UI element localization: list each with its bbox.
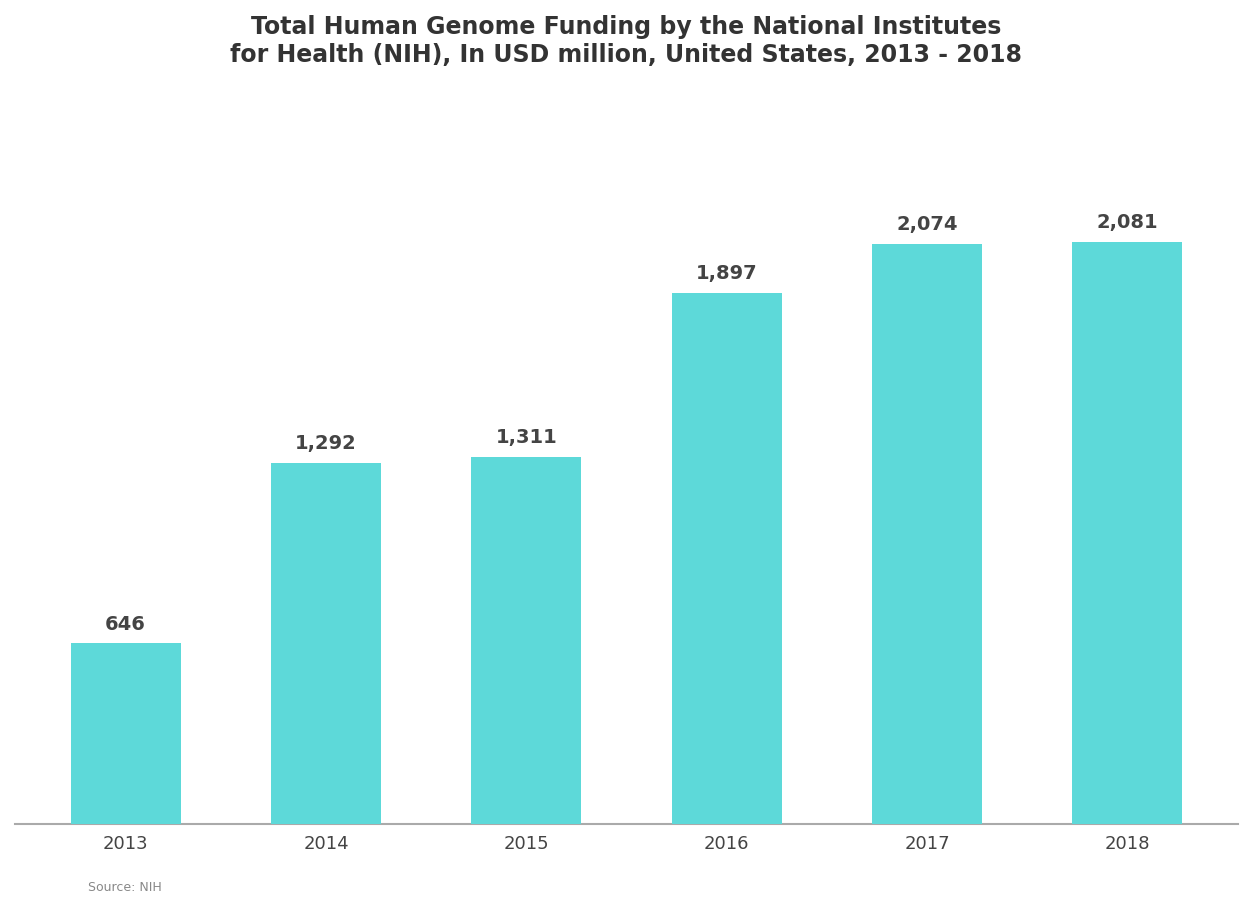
Text: 1,897: 1,897: [695, 264, 758, 283]
Bar: [471, 457, 581, 824]
Title: Total Human Genome Funding by the National Institutes
for Health (NIH), In USD m: Total Human Genome Funding by the Nation…: [231, 15, 1022, 67]
Text: Source: NIH: Source: NIH: [88, 881, 162, 894]
Text: 1,311: 1,311: [495, 429, 558, 448]
Text: 2,081: 2,081: [1096, 213, 1158, 232]
Bar: [70, 643, 180, 824]
Bar: [872, 244, 982, 824]
Text: 1,292: 1,292: [296, 434, 357, 452]
Text: 646: 646: [105, 614, 147, 633]
Bar: [271, 462, 381, 824]
Bar: [1073, 242, 1183, 824]
Bar: [672, 293, 782, 824]
Text: 2,074: 2,074: [896, 215, 957, 234]
